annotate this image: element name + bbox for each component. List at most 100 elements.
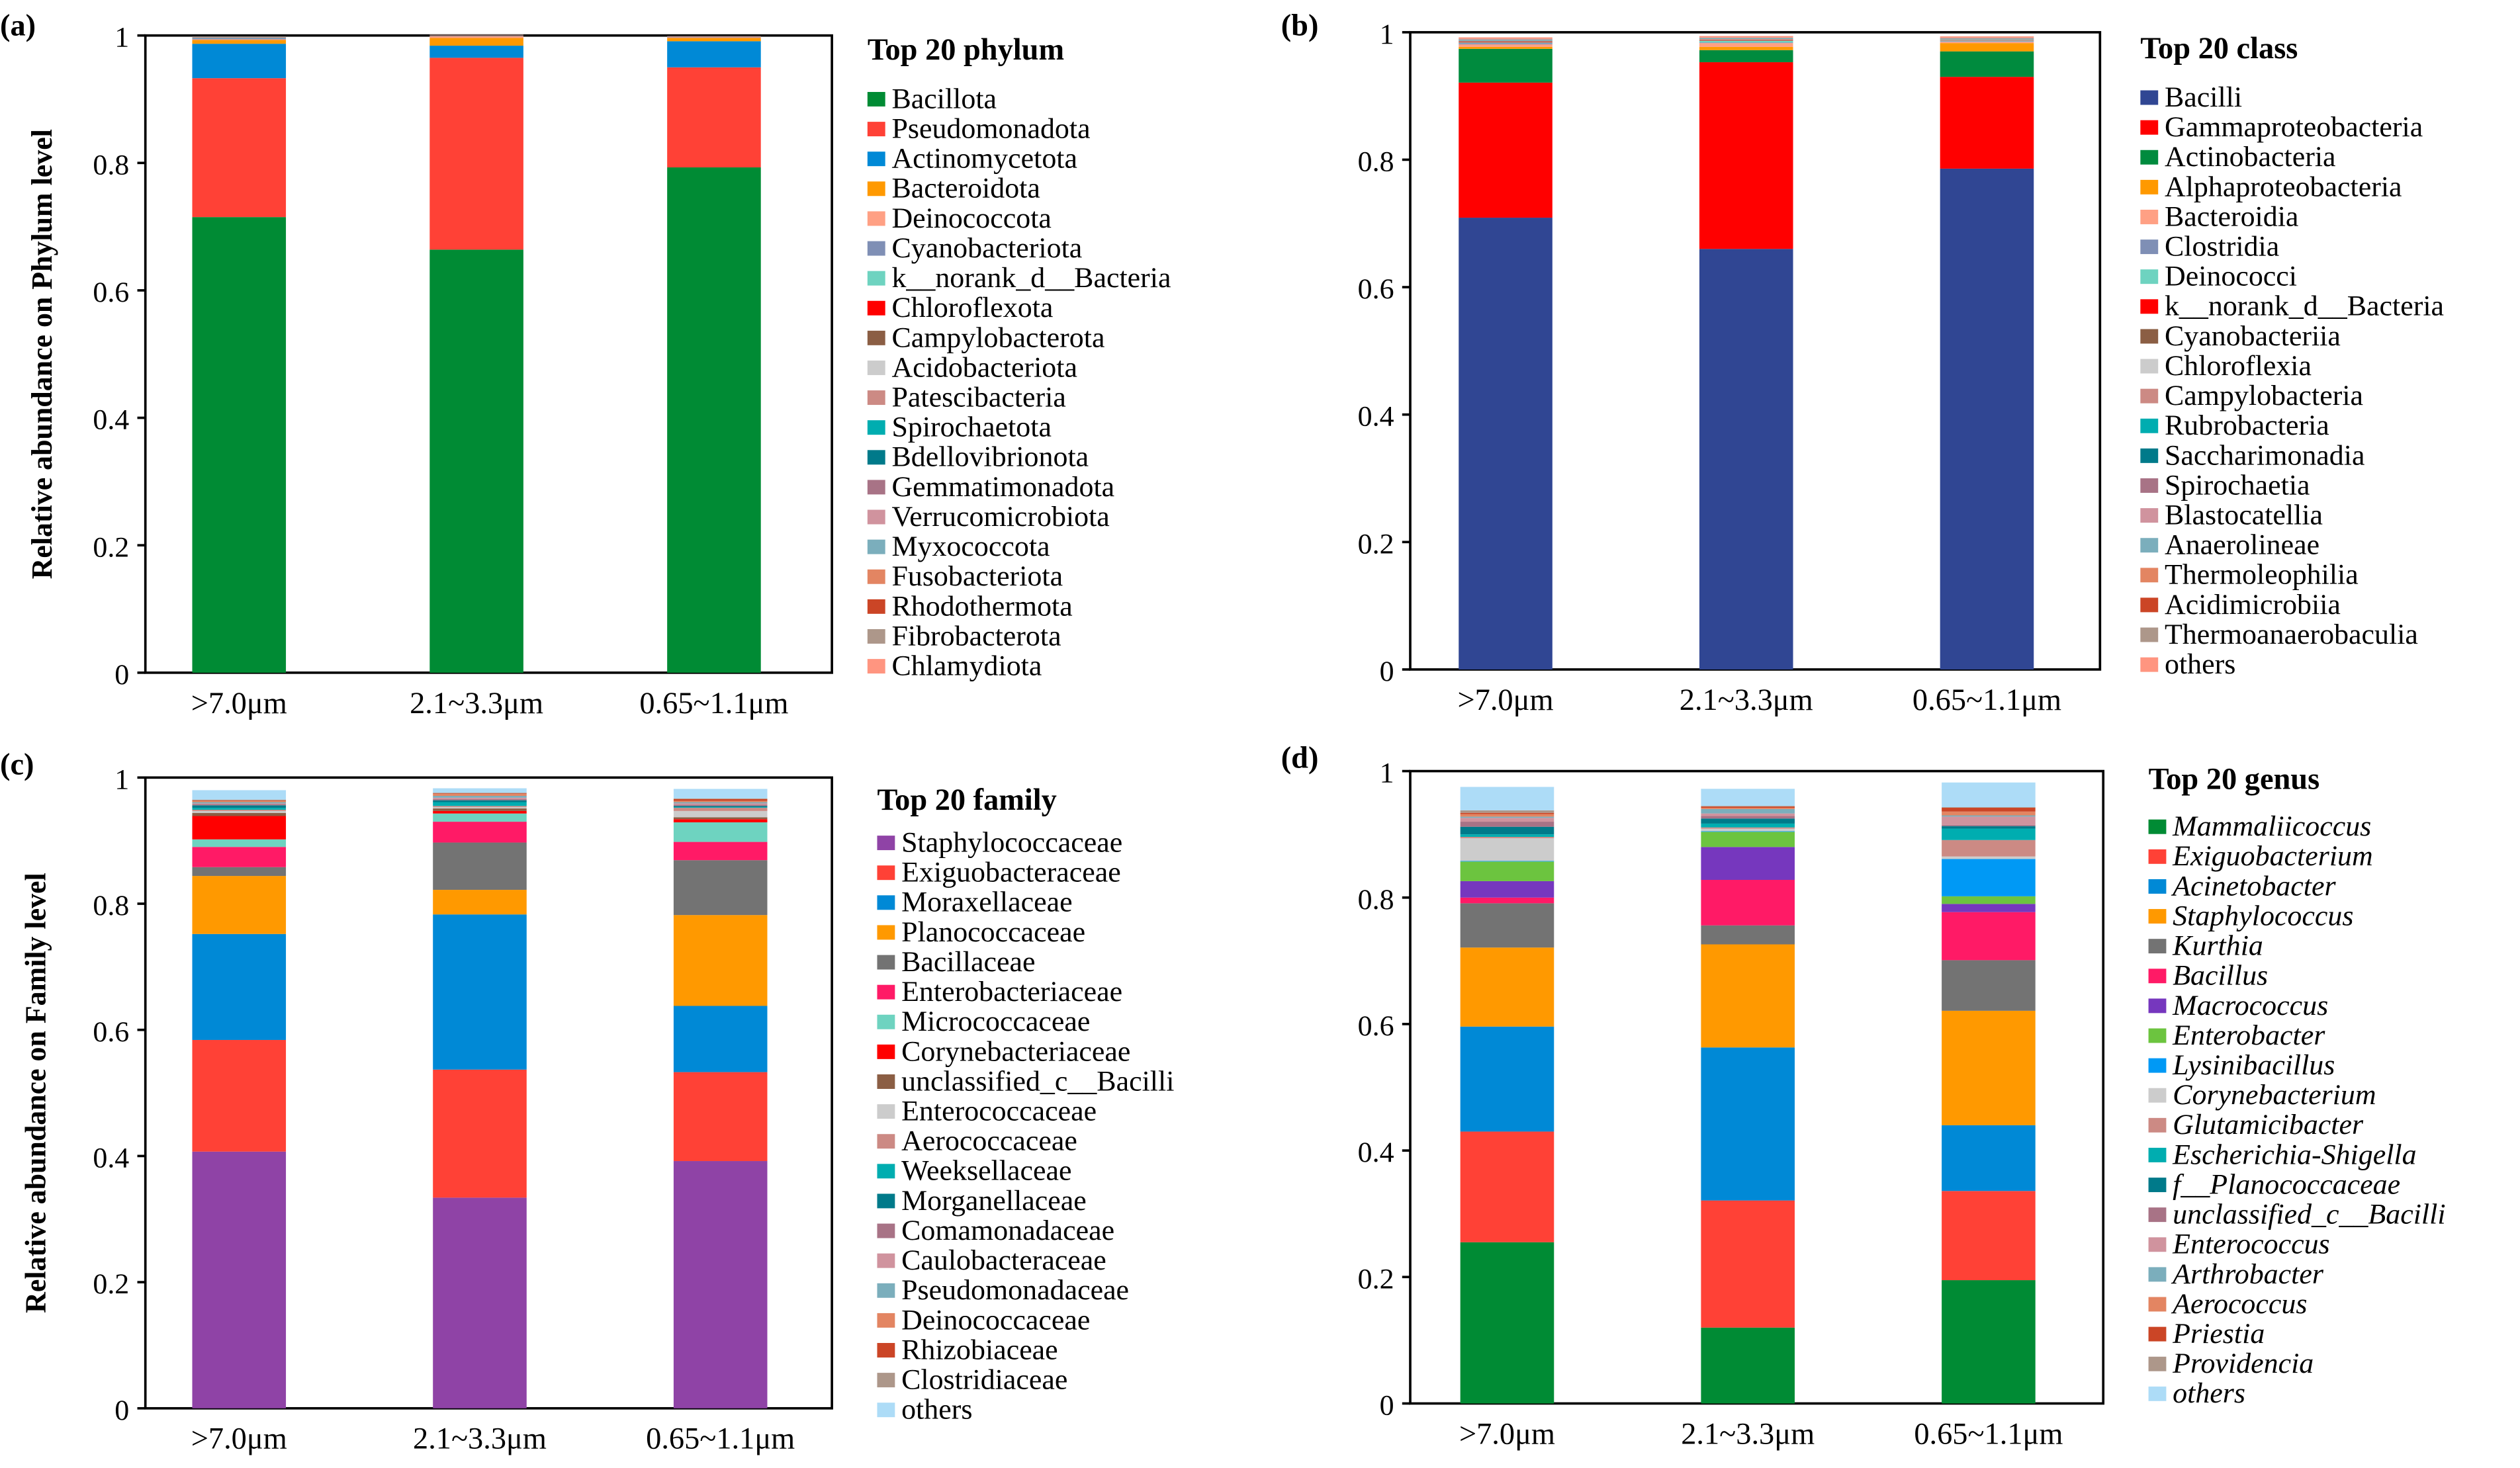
legend-item: Enterobacter: [2148, 1019, 2325, 1051]
bar-segment-enterobacteriaceae: [673, 842, 768, 861]
legend-label: Aerococcus: [2171, 1288, 2307, 1320]
bar-segment-bacillus: [1942, 912, 2036, 961]
bar-segment-staphylococcus: [1942, 1010, 2036, 1125]
bar-stack: [1699, 36, 1793, 669]
chart-panel-c: (c) 0 0.2 0.4 0.6 0.8 1 Relative abundance on F…: [0, 748, 1174, 1455]
y-axis-label: Relative abundance on Family level: [20, 873, 52, 1313]
legend: Top 20 genus MammaliicoccusExiguobacteriu…: [2148, 762, 2446, 1409]
legend-item: Gemmatimonadota: [867, 471, 1114, 503]
legend-swatch: [2148, 939, 2167, 954]
legend-swatch: [2140, 120, 2159, 135]
bar-segment-acinetobacter: [1460, 1026, 1554, 1132]
legend-swatch: [867, 181, 885, 196]
legend-swatch: [867, 360, 885, 375]
bar-segment-bacteroidia: [1459, 44, 1552, 47]
legend-item: Blastocatellia: [2140, 499, 2323, 531]
legend-item: Aerococcus: [2148, 1288, 2307, 1320]
legend-item: Glutamicibacter: [2148, 1109, 2364, 1141]
bar-segment-exiguobacterium: [1701, 1200, 1795, 1328]
legend-label: Enterobacteriaceae: [901, 976, 1122, 1008]
legend-item: Exiguobacterium: [2148, 840, 2373, 872]
y-tick-label: 0.4: [1358, 401, 1394, 433]
legend-item: Staphylococcaceae: [877, 827, 1122, 859]
legend-label: Thermoleophilia: [2165, 559, 2359, 591]
bar-segment-bacillota: [667, 167, 761, 673]
legend-swatch: [2148, 1386, 2167, 1401]
legend-swatch: [2148, 969, 2167, 984]
bar-segment-aerococcaceae: [673, 808, 768, 811]
legend-swatch: [2140, 627, 2159, 642]
legend-item: Alphaproteobacteria: [2140, 171, 2402, 202]
legend-item: Chloroflexia: [2140, 350, 2312, 382]
legend-item: Deinococci: [2140, 261, 2297, 292]
legend-label: Actinomycetota: [891, 143, 1077, 175]
legend-item: Corynebacteriaceae: [877, 1035, 1130, 1067]
legend-item: k__norank_d__Bacteria: [2140, 290, 2444, 322]
legend-item: k__norank_d__Bacteria: [867, 262, 1171, 294]
legend-label: Clostridiaceae: [901, 1364, 1067, 1396]
bar-segment-kurthia: [1701, 925, 1795, 945]
y-tick-label: 0: [114, 1395, 129, 1426]
legend-item: Acinetobacter: [2148, 870, 2336, 902]
legend-item: Myxococcota: [867, 531, 1050, 562]
legend-item: Deinococcota: [867, 202, 1052, 234]
bar-segment-enterococcaceae: [673, 810, 768, 818]
bar-segment-pseudomonadaceae: [673, 802, 768, 804]
bar-segment-bacteroidota: [192, 40, 287, 44]
bar-segment-priestia: [1460, 812, 1554, 814]
legend-label: Bacteroidota: [891, 173, 1040, 204]
bar-segment-morganellaceae: [192, 805, 287, 808]
legend-item: Corynebacterium: [2148, 1079, 2376, 1111]
legend-label: Bacillus: [2173, 960, 2268, 992]
bar-segment-pseudomonadaceae: [192, 802, 287, 804]
bar-segment-corynebacteriaceae: [673, 819, 768, 823]
legend-label: Deinococci: [2165, 261, 2297, 292]
legend-label: Cyanobacteriia: [2165, 320, 2341, 352]
legend-swatch: [877, 1313, 895, 1328]
bar-segment-staphylococcaceae: [192, 1151, 287, 1408]
legend-swatch: [2140, 597, 2159, 613]
bar-segment-alphaproteobacteria: [1699, 46, 1793, 50]
legend-item: unclassified_c__Bacilli: [877, 1065, 1174, 1097]
bar-segment-deinococci: [1699, 40, 1793, 43]
legend-label: Verrucomicrobiota: [891, 501, 1109, 533]
legend-label: Planococcaceae: [901, 916, 1085, 948]
y-tick-label: 1: [1380, 19, 1394, 50]
bar-segment-cyanobacteriia: [1459, 41, 1552, 42]
legend-item: Clostridiaceae: [877, 1364, 1067, 1396]
x-tick-label: 2.1~3.3μm: [413, 1422, 547, 1456]
bar-segment-exiguobacteraceae: [433, 1069, 527, 1198]
bar-segment-corynebacteriaceae: [192, 816, 287, 840]
legend-swatch: [867, 450, 885, 465]
legend-swatch: [2140, 179, 2159, 194]
legend-label: Pseudomonadota: [891, 113, 1090, 145]
legend-swatch: [867, 539, 885, 554]
bar-segment-enterobacteriaceae: [192, 847, 287, 867]
legend-label: others: [2165, 648, 2235, 680]
bar-segment-micrococcaceae: [673, 822, 768, 842]
legend-swatch: [867, 599, 885, 614]
legend-label: Staphylococcaceae: [901, 827, 1122, 859]
legend-label: Caulobacteraceae: [901, 1244, 1106, 1276]
legend-label: k__norank_d__Bacteria: [891, 262, 1171, 294]
x-tick-label: 2.1~3.3μm: [410, 687, 543, 720]
bar-segment-arthrobacter: [1942, 815, 2036, 817]
legend-swatch: [877, 1044, 895, 1059]
bar-segment-planococcaceae: [433, 890, 527, 915]
legend-swatch: [2148, 1267, 2167, 1282]
legend-item: Morganellaceae: [877, 1185, 1087, 1217]
legend-item: Actinobacteria: [2140, 141, 2336, 173]
legend-swatch: [867, 241, 885, 256]
legend-swatch: [877, 955, 895, 970]
legend-item: Bacillota: [867, 83, 997, 114]
legend-item: Pseudomonadota: [867, 113, 1091, 145]
panel-label: (d): [1281, 742, 1319, 775]
legend-swatch: [877, 1164, 895, 1179]
bar-segment-pseudomonadota: [429, 58, 523, 250]
bar-segment-clostridia: [1459, 43, 1552, 45]
legend-swatch: [867, 569, 885, 584]
y-axis-label: Relative abundance on Phylum level: [26, 129, 58, 579]
bar-segment-unclassified-c-bacilli: [433, 808, 527, 811]
